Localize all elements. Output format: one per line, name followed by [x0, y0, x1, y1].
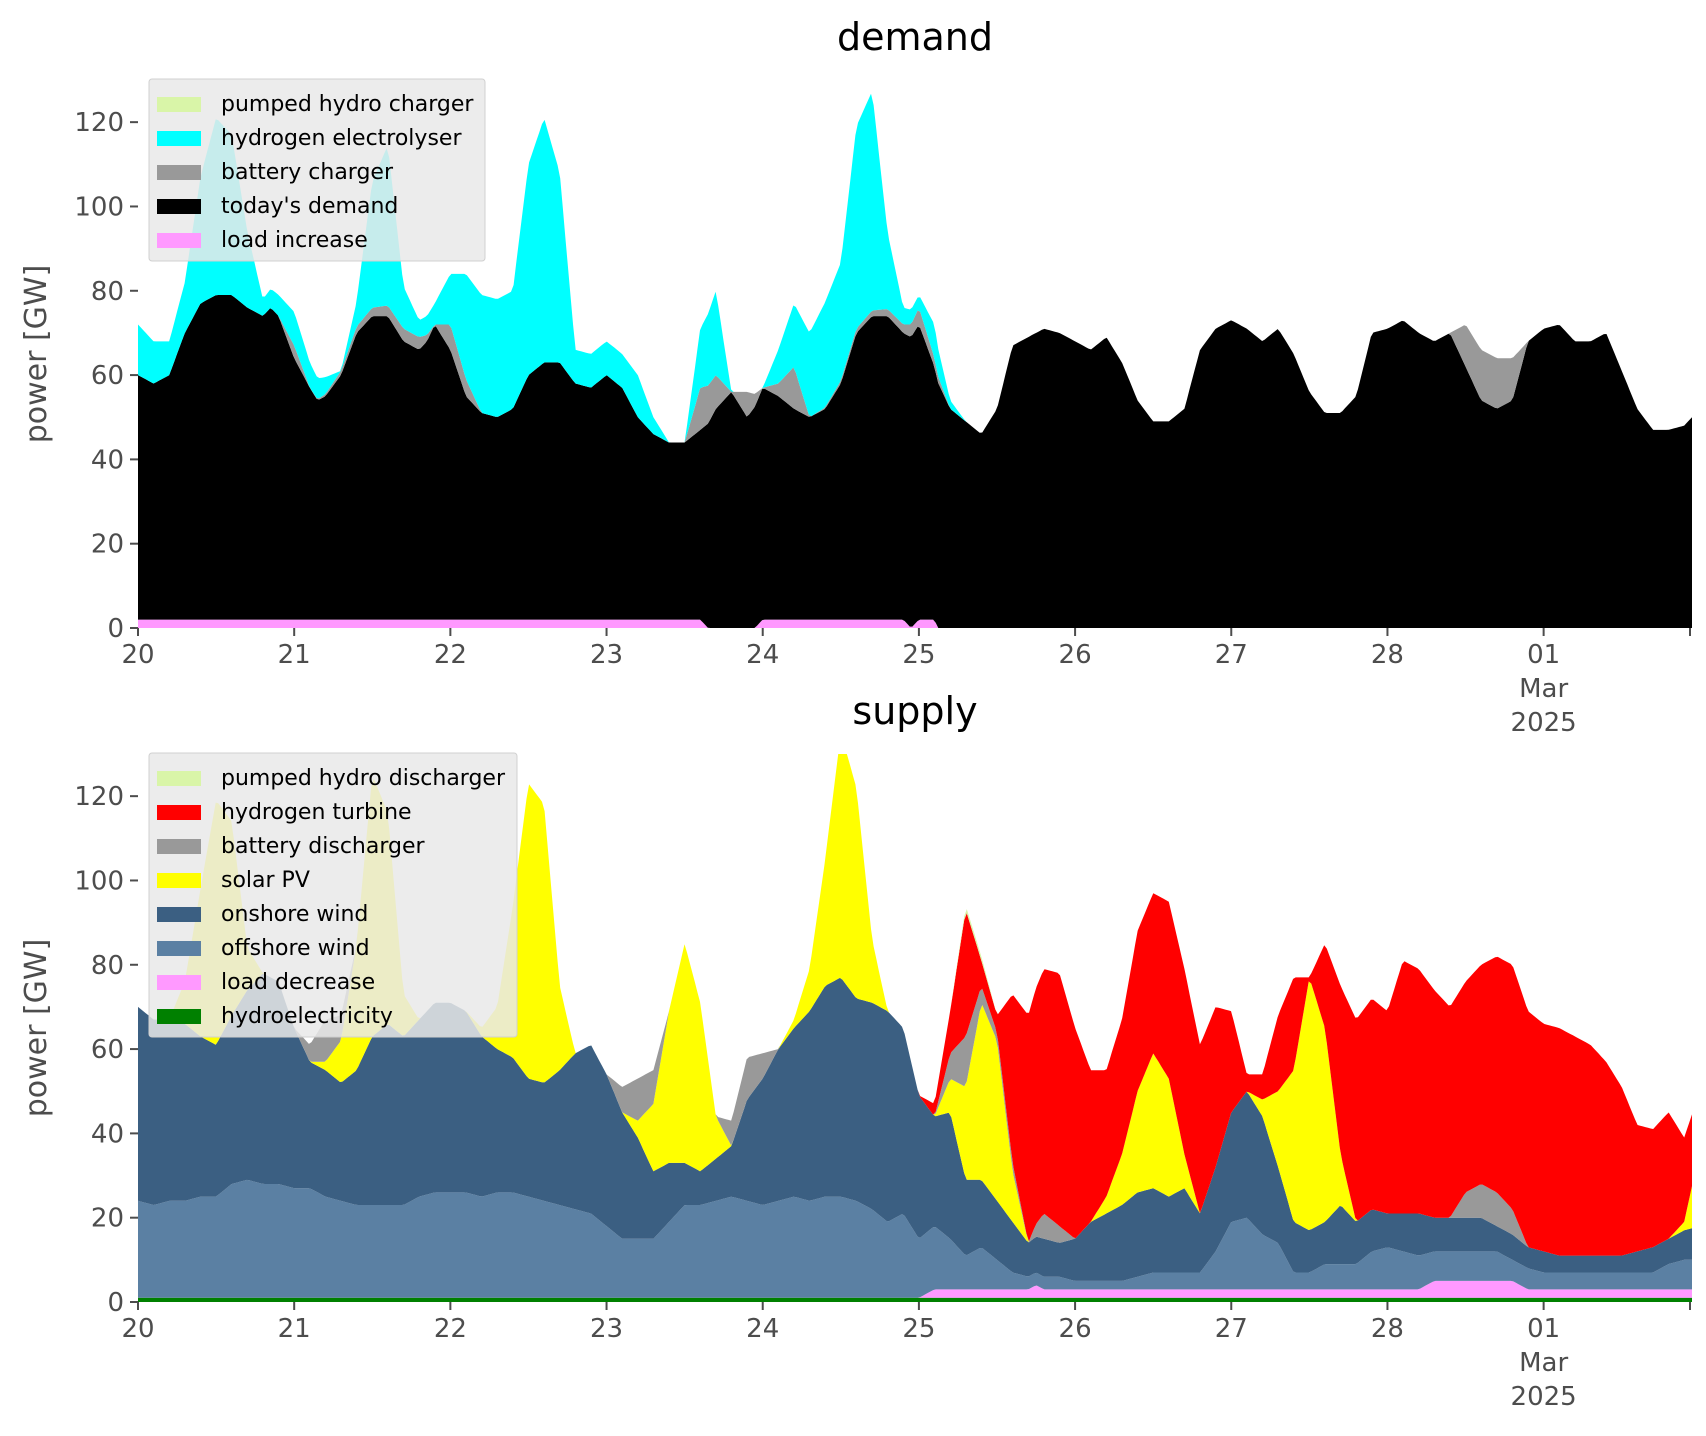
x-tick-label: 01	[1527, 1314, 1560, 1344]
x-tick-label: 22	[434, 1314, 467, 1344]
chart-title: supply	[852, 689, 977, 733]
legend-label-load-decrease: load decrease	[221, 970, 375, 995]
y-tick-label: 40	[91, 1119, 124, 1149]
chart-title: demand	[837, 15, 993, 59]
x-tick-label: 28	[1371, 1314, 1404, 1344]
y-tick-label: 80	[91, 277, 124, 307]
area-battery-charger	[138, 295, 1692, 443]
x-tick-label: 2025	[1511, 1382, 1577, 1412]
legend-swatch-onshore-wind	[157, 907, 201, 922]
y-tick-label: 120	[74, 108, 124, 138]
y-tick-label: 20	[91, 1204, 124, 1234]
legend-label-onshore-wind: onshore wind	[221, 902, 368, 927]
y-tick-label: 120	[74, 782, 124, 812]
legend-swatch-offshore-wind	[157, 941, 201, 956]
legend-label-pumped-hydro-charger: pumped hydro charger	[221, 92, 474, 117]
x-tick-label: 2025	[1511, 708, 1577, 738]
legend-swatch-hydroelectricity	[157, 1009, 201, 1024]
legend-label-offshore-wind: offshore wind	[221, 936, 370, 961]
y-tick-label: 100	[74, 192, 124, 222]
y-tick-label: 0	[107, 614, 124, 644]
x-tick-label: 23	[590, 1314, 623, 1344]
x-tick-label: Mar	[1519, 674, 1568, 704]
legend-label-battery-charger: battery charger	[221, 160, 394, 185]
area-hydrogen-electrolyser	[138, 93, 1692, 443]
x-tick-label: 26	[1059, 640, 1092, 670]
legend-swatch-pumped-hydro-discharger	[157, 771, 201, 786]
area-solar-pv	[138, 754, 1692, 1256]
y-tick-label: 40	[91, 445, 124, 475]
area-load-decrease	[138, 1280, 1692, 1298]
x-tick-label: 27	[1215, 640, 1248, 670]
legend-label-pumped-hydro-discharger: pumped hydro discharger	[221, 766, 506, 791]
x-tick-label: 27	[1215, 1314, 1248, 1344]
legend-label-battery-discharger: battery discharger	[221, 834, 426, 859]
area-hydrogen-turbine	[138, 754, 1692, 1256]
x-tick-label: 20	[121, 1314, 154, 1344]
legend-label-today-s-demand: today's demand	[221, 194, 398, 219]
x-tick-label: 22	[434, 640, 467, 670]
legend-swatch-today-s-demand	[157, 199, 201, 214]
x-tick-label: 21	[278, 640, 311, 670]
x-tick-label: 24	[746, 1314, 779, 1344]
y-tick-label: 60	[91, 1035, 124, 1065]
y-tick-label: 20	[91, 530, 124, 560]
area-onshore-wind	[138, 973, 1692, 1281]
legend-box	[148, 78, 486, 262]
area-offshore-wind	[138, 1179, 1692, 1298]
x-tick-label: 25	[902, 1314, 935, 1344]
x-tick-label: 23	[590, 640, 623, 670]
legend-label-load-increase: load increase	[221, 228, 368, 253]
legend-swatch-hydrogen-turbine	[157, 805, 201, 820]
stacked-areas	[138, 93, 1692, 628]
y-tick-label: 60	[91, 361, 124, 391]
legend-swatch-battery-charger	[157, 165, 201, 180]
legend-label-hydrogen-electrolyser: hydrogen electrolyser	[221, 126, 462, 151]
y-tick-label: 0	[107, 1288, 124, 1318]
x-tick-label: 21	[278, 1314, 311, 1344]
legend: pumped hydro discharger hydrogen turbine b…	[148, 752, 518, 1038]
legend-label-solar-pv: solar PV	[221, 868, 310, 893]
legend-label-hydroelectricity: hydroelectricity	[221, 1004, 393, 1029]
x-tick-label: 28	[1371, 640, 1404, 670]
legend-label-hydrogen-turbine: hydrogen turbine	[221, 800, 412, 825]
legend-box	[148, 752, 518, 1038]
legend-swatch-battery-discharger	[157, 839, 201, 854]
legend-swatch-load-increase	[157, 233, 201, 248]
y-tick-label: 100	[74, 866, 124, 896]
x-tick-label: 24	[746, 640, 779, 670]
stacked-areas	[138, 754, 1692, 1302]
y-axis-label: power [GW]	[19, 939, 54, 1118]
area-today-s-demand	[138, 295, 1692, 628]
x-tick-label: 20	[121, 640, 154, 670]
legend-swatch-hydrogen-electrolyser	[157, 131, 201, 146]
x-tick-label: 01	[1527, 640, 1560, 670]
legend-swatch-load-decrease	[157, 975, 201, 990]
legend-swatch-solar-pv	[157, 873, 201, 888]
legend: pumped hydro charger hydrogen electrolyse…	[148, 78, 486, 262]
x-tick-label: Mar	[1519, 1348, 1568, 1378]
x-tick-label: 26	[1059, 1314, 1092, 1344]
y-axis-label: power [GW]	[19, 265, 54, 444]
x-tick-label: 25	[902, 640, 935, 670]
y-tick-label: 80	[91, 951, 124, 981]
area-hydroelectricity	[138, 1297, 1692, 1302]
legend-swatch-pumped-hydro-charger	[157, 97, 201, 112]
